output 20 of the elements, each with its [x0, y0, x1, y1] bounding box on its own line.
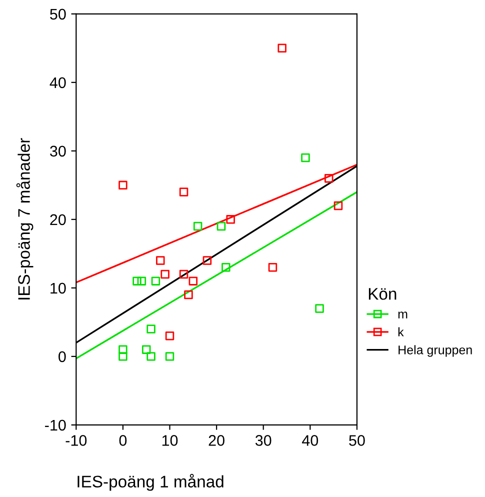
legend-label: Hela gruppen: [398, 345, 472, 357]
y-tick-label: 50: [50, 8, 66, 20]
x-axis-title: IES-poäng 1 månad: [78, 474, 224, 491]
x-tick-label: 0: [119, 435, 127, 446]
legend-title: Kön: [368, 288, 396, 300]
y-tick-label: 0: [58, 351, 66, 362]
x-tick-label: 10: [162, 435, 178, 446]
legend-label: k: [398, 327, 404, 336]
y-tick-label: 20: [50, 214, 66, 226]
x-tick-label: -10: [66, 435, 87, 446]
x-tick-label: 50: [349, 435, 365, 446]
y-tick-label: -10: [45, 420, 66, 431]
x-tick-label: 20: [208, 435, 224, 446]
x-tick-label: 30: [255, 435, 272, 446]
y-axis-title: IES-poäng 7 månader: [16, 138, 34, 300]
legend-label: m: [398, 312, 408, 318]
y-tick-label: 40: [50, 77, 66, 88]
x-tick-label: 40: [302, 435, 318, 446]
y-tick-label: 30: [50, 146, 66, 157]
y-tick-label: 10: [50, 282, 66, 294]
